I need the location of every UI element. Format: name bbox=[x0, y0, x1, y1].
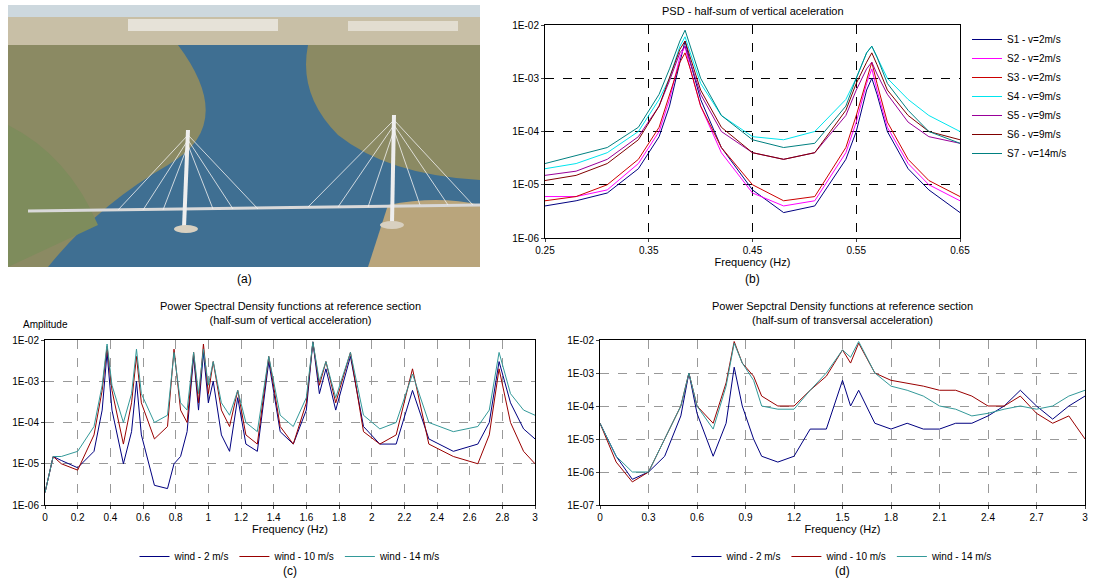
svg-text:(d): (d) bbox=[835, 564, 850, 578]
svg-text:Power Sepctral Density functio: Power Sepctral Density functions at refe… bbox=[712, 300, 973, 326]
svg-text:S7 - v=14m/s: S7 - v=14m/s bbox=[1007, 148, 1066, 159]
svg-text:S6 - v=9m/s: S6 - v=9m/s bbox=[1007, 129, 1061, 140]
svg-text:1.2: 1.2 bbox=[234, 512, 248, 523]
svg-text:1E-06: 1E-06 bbox=[12, 500, 39, 511]
svg-text:0.35: 0.35 bbox=[639, 245, 659, 256]
svg-text:1E-02: 1E-02 bbox=[512, 20, 539, 31]
svg-text:Frequency (Hz): Frequency (Hz) bbox=[252, 523, 328, 535]
svg-text:S2 - v=2m/s: S2 - v=2m/s bbox=[1007, 53, 1061, 64]
svg-text:1E-05: 1E-05 bbox=[512, 179, 539, 190]
svg-text:Frequency (Hz): Frequency (Hz) bbox=[805, 523, 881, 535]
svg-text:1E-05: 1E-05 bbox=[567, 434, 594, 445]
svg-text:1E-02: 1E-02 bbox=[567, 335, 594, 346]
svg-text:wind - 2 m/s: wind - 2 m/s bbox=[726, 551, 781, 562]
svg-text:(a): (a) bbox=[237, 272, 252, 286]
svg-text:0.6: 0.6 bbox=[136, 512, 150, 523]
svg-text:Amplitude: Amplitude bbox=[23, 319, 68, 330]
svg-text:wind - 2 m/s: wind - 2 m/s bbox=[174, 551, 229, 562]
svg-text:1E-04: 1E-04 bbox=[12, 417, 39, 428]
svg-text:3: 3 bbox=[1082, 512, 1088, 523]
svg-text:0.45: 0.45 bbox=[743, 245, 763, 256]
svg-text:1E-07: 1E-07 bbox=[567, 500, 594, 511]
svg-text:0.65: 0.65 bbox=[950, 245, 970, 256]
svg-text:0: 0 bbox=[42, 512, 48, 523]
svg-text:1E-06: 1E-06 bbox=[567, 467, 594, 478]
svg-text:wind - 10 m/s: wind - 10 m/s bbox=[825, 551, 885, 562]
svg-text:0.8: 0.8 bbox=[169, 512, 183, 523]
svg-text:0.55: 0.55 bbox=[847, 245, 867, 256]
svg-text:2.1: 2.1 bbox=[933, 512, 947, 523]
svg-text:Power Spectral Density functio: Power Spectral Density functions at refe… bbox=[160, 300, 421, 326]
svg-text:1E-02: 1E-02 bbox=[12, 335, 39, 346]
svg-text:0.6: 0.6 bbox=[690, 512, 704, 523]
svg-text:wind - 10 m/s: wind - 10 m/s bbox=[273, 551, 333, 562]
svg-text:2.2: 2.2 bbox=[397, 512, 411, 523]
svg-text:2.8: 2.8 bbox=[495, 512, 509, 523]
svg-text:0.3: 0.3 bbox=[642, 512, 656, 523]
svg-text:1.2: 1.2 bbox=[787, 512, 801, 523]
svg-text:1E-03: 1E-03 bbox=[12, 376, 39, 387]
svg-text:0.4: 0.4 bbox=[103, 512, 117, 523]
svg-text:1: 1 bbox=[206, 512, 212, 523]
svg-text:1E-03: 1E-03 bbox=[512, 73, 539, 84]
svg-text:1.5: 1.5 bbox=[836, 512, 850, 523]
svg-text:1.8: 1.8 bbox=[332, 512, 346, 523]
svg-text:wind - 14 m/s: wind - 14 m/s bbox=[379, 551, 439, 562]
svg-text:(c): (c) bbox=[283, 564, 297, 578]
svg-text:1E-05: 1E-05 bbox=[12, 458, 39, 469]
svg-text:0.2: 0.2 bbox=[71, 512, 85, 523]
svg-text:1.8: 1.8 bbox=[884, 512, 898, 523]
svg-text:wind - 14 m/s: wind - 14 m/s bbox=[931, 551, 991, 562]
svg-text:1E-04: 1E-04 bbox=[512, 126, 539, 137]
svg-text:S1 - v=2m/s: S1 - v=2m/s bbox=[1007, 34, 1061, 45]
svg-text:1.6: 1.6 bbox=[299, 512, 313, 523]
svg-text:1.4: 1.4 bbox=[267, 512, 281, 523]
svg-text:1E-04: 1E-04 bbox=[567, 401, 594, 412]
svg-text:1E-03: 1E-03 bbox=[567, 368, 594, 379]
svg-text:3: 3 bbox=[532, 512, 538, 523]
svg-text:0: 0 bbox=[597, 512, 603, 523]
svg-text:1E-06: 1E-06 bbox=[512, 233, 539, 244]
svg-text:2.4: 2.4 bbox=[981, 512, 995, 523]
svg-text:0.25: 0.25 bbox=[535, 245, 555, 256]
svg-text:2.6: 2.6 bbox=[463, 512, 477, 523]
svg-text:S5 - v=9m/s: S5 - v=9m/s bbox=[1007, 110, 1061, 121]
svg-text:0.9: 0.9 bbox=[739, 512, 753, 523]
svg-text:S4 - v=9m/s: S4 - v=9m/s bbox=[1007, 91, 1061, 102]
svg-text:S3 - v=2m/s: S3 - v=2m/s bbox=[1007, 72, 1061, 83]
svg-text:2.7: 2.7 bbox=[1030, 512, 1044, 523]
svg-text:(b): (b) bbox=[745, 272, 760, 286]
svg-text:2: 2 bbox=[369, 512, 375, 523]
svg-text:Frequency (Hz): Frequency (Hz) bbox=[715, 256, 791, 268]
svg-text:2.4: 2.4 bbox=[430, 512, 444, 523]
svg-text:PSD - half-sum of vertical ace: PSD - half-sum of vertical aceleration bbox=[662, 5, 844, 17]
